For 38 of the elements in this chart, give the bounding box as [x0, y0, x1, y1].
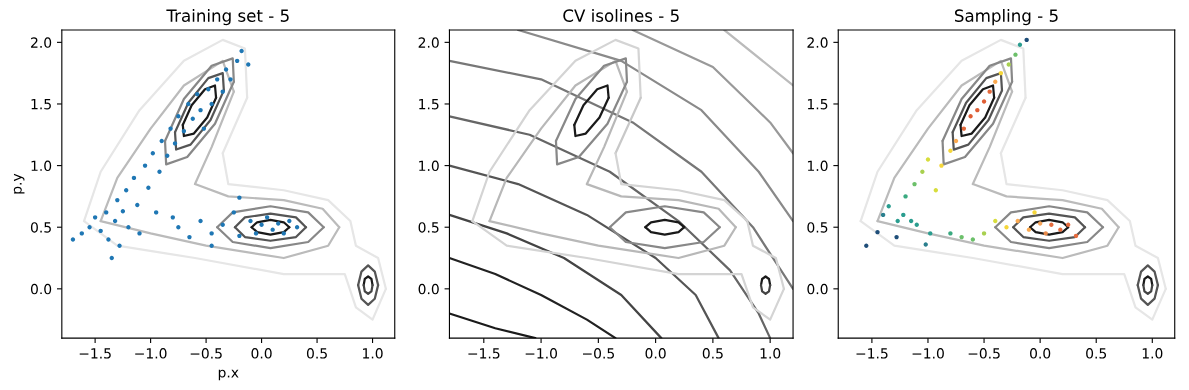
x-tick-label: 0.5 — [702, 348, 723, 359]
x-tick-label: −1.0 — [135, 348, 167, 359]
y-tick-label: 1.0 — [419, 160, 439, 172]
y-tick-label: 0.5 — [30, 222, 51, 233]
y-axis-title: p.y — [13, 173, 25, 194]
chart-title: Training set - 5 — [166, 9, 289, 26]
x-tick-label: 0.5 — [1086, 348, 1107, 359]
x-tick-label: −1.5 — [79, 348, 111, 359]
x-tick-label: 0.0 — [645, 348, 666, 359]
x-tick-label: −1.0 — [912, 348, 944, 359]
y-tick-label: 0.5 — [807, 222, 828, 233]
y-tick-label: 0.0 — [807, 283, 828, 295]
x-tick-label: −1.0 — [525, 348, 558, 359]
y-tick-label: 0.0 — [30, 283, 52, 295]
x-axis-title: p.x — [218, 369, 239, 381]
y-tick-label: 2.0 — [807, 37, 828, 48]
chart-title: Sampling - 5 — [954, 9, 1058, 26]
y-tick-label: 2.0 — [31, 37, 52, 48]
x-tick-label: −1.5 — [468, 348, 500, 359]
y-tick-label: 1.5 — [31, 99, 51, 110]
chart-title: CV isolines - 5 — [563, 9, 679, 22]
x-tick-label: 1.0 — [1142, 348, 1163, 359]
x-tick-label: 1.0 — [760, 348, 781, 359]
x-tick-label: −0.5 — [190, 348, 222, 359]
x-tick-label: −0.5 — [582, 348, 614, 359]
y-tick-label: 1.0 — [31, 160, 52, 172]
y-tick-label: 1.5 — [419, 99, 439, 110]
x-tick-label: 0.5 — [306, 348, 327, 359]
x-tick-label: −1.5 — [856, 348, 888, 359]
y-tick-label: 2.0 — [418, 37, 439, 48]
y-tick-label: 1.5 — [807, 99, 828, 110]
y-tick-label: 0.5 — [418, 222, 439, 233]
x-tick-label: −0.5 — [968, 348, 1000, 359]
x-tick-label: 0.0 — [251, 348, 272, 359]
y-tick-label: 1.0 — [807, 160, 828, 172]
y-tick-label: 0.0 — [418, 283, 439, 295]
x-tick-label: 1.0 — [363, 348, 383, 359]
x-tick-label: 0.0 — [1030, 348, 1051, 359]
